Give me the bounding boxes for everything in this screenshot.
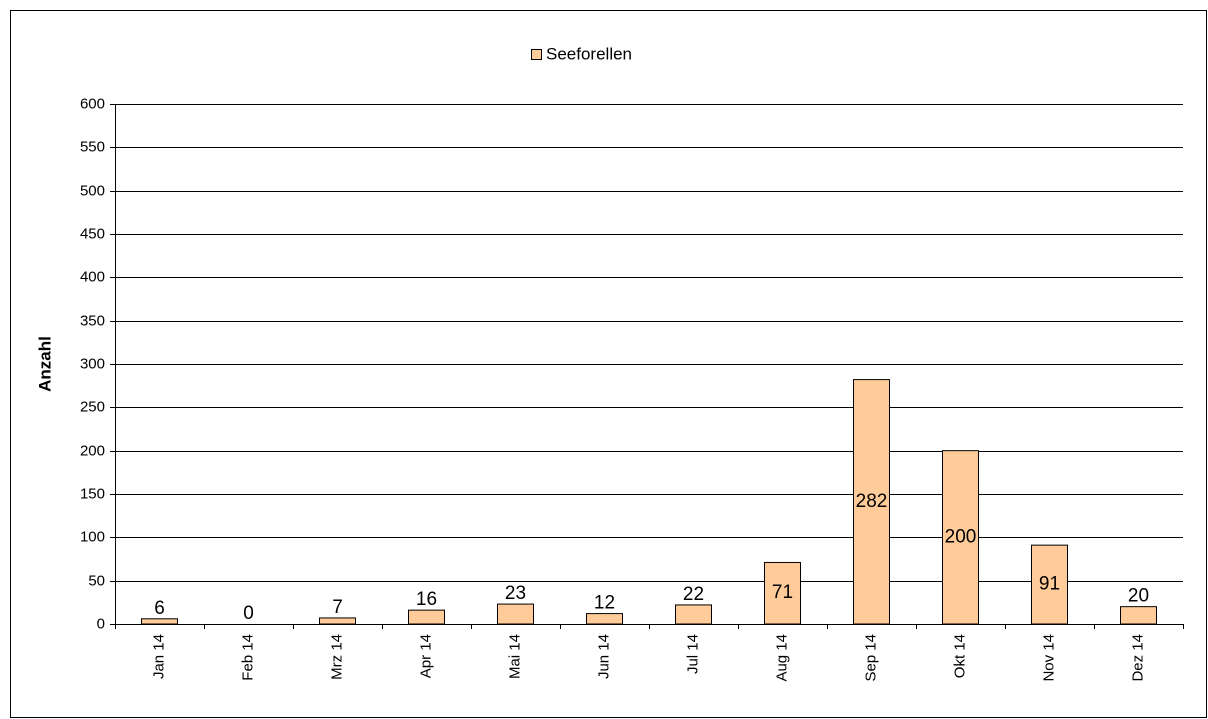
bar [319,617,356,625]
data-label: 91 [1039,574,1060,595]
bar [1120,606,1157,625]
y-tick-label: 350 [80,312,105,329]
legend-label: Seeforellen [546,44,632,63]
data-label: 12 [594,593,615,614]
legend-swatch [531,49,542,60]
x-tick-label: Dez 14 [1129,634,1146,682]
y-tick-label: 200 [80,442,105,459]
data-label: 16 [416,589,437,610]
data-label: 282 [856,491,888,512]
data-label: 0 [243,603,254,624]
bar [141,618,178,625]
x-tick-label: Aug 14 [773,634,790,682]
y-tick-label: 550 [80,138,105,155]
y-tick-label: 300 [80,355,105,372]
y-axis-label: Anzahl [35,336,54,392]
y-tick-label: 450 [80,225,105,242]
x-tick-label: Mrz 14 [328,634,345,680]
y-tick-label: 100 [80,528,105,545]
data-label: 7 [332,597,343,618]
data-label: 22 [683,584,704,605]
bar [942,450,979,625]
data-label: 71 [772,582,793,603]
y-tick-label: 50 [88,572,105,589]
x-tick-label: Apr 14 [417,634,434,678]
data-label: 23 [505,583,526,604]
y-tick-label: 150 [80,485,105,502]
bar [764,561,801,625]
bar [675,604,712,625]
y-tick-label: 500 [80,182,105,199]
bar [853,379,890,625]
x-tick-label: Jul 14 [684,634,701,674]
y-tick-label: 250 [80,398,105,415]
bar [497,603,534,625]
bar [408,609,445,625]
x-tick-label: Jun 14 [595,634,612,679]
y-tick-label: 0 [97,615,105,632]
x-tick-label: Okt 14 [951,634,968,678]
data-label: 20 [1128,586,1149,607]
bar [1031,544,1068,625]
x-tick-label: Jan 14 [150,634,167,679]
data-label: 6 [154,598,165,619]
y-tick-label: 400 [80,268,105,285]
y-tick-label: 600 [80,95,105,112]
x-tick-label: Nov 14 [1040,634,1057,682]
x-tick-label: Feb 14 [239,634,256,681]
x-tick-label: Mai 14 [506,634,523,679]
x-tick-label: Sep 14 [862,634,879,682]
bar [586,613,623,625]
data-label: 200 [945,526,977,547]
